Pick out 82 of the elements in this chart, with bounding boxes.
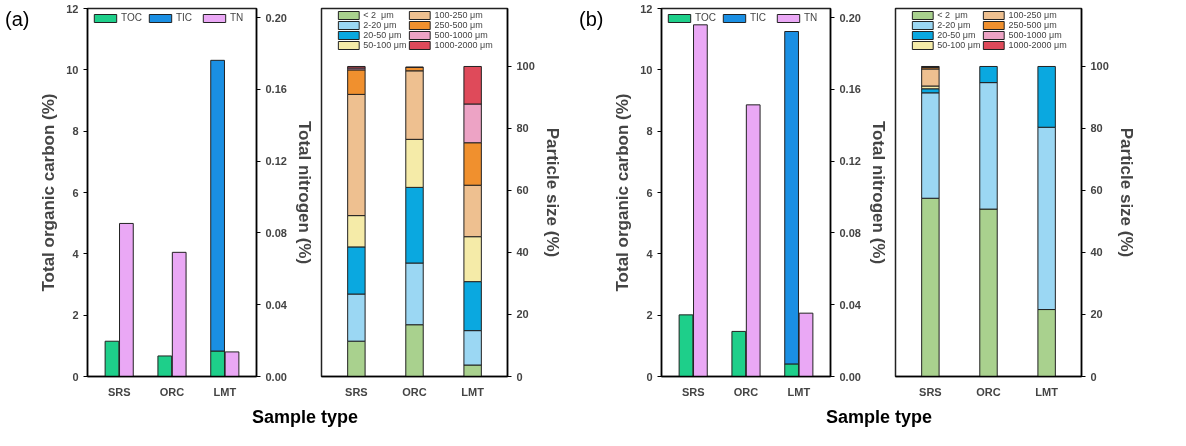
legend-label: TOC xyxy=(121,12,142,23)
y-tick-label: 40 xyxy=(1090,246,1103,259)
y2-tick-label: 0.12 xyxy=(839,155,861,168)
y-tick-label: 20 xyxy=(516,308,529,321)
x-tick-label: LMT xyxy=(213,385,237,398)
y2-tick-label: 0.16 xyxy=(839,83,861,96)
y2-axis-title: Total nitrogen (%) xyxy=(294,120,314,265)
y-tick-label: 40 xyxy=(516,246,529,259)
y-tick-label: 2 xyxy=(646,309,653,322)
x-tick-label: SRS xyxy=(919,385,942,398)
legend-label: TIC xyxy=(749,12,768,23)
y2-tick-label: 0.12 xyxy=(265,155,287,168)
legend-label: 500-1000 μm xyxy=(434,30,488,40)
legend-label: 1000-2000 μm xyxy=(1008,40,1067,50)
y2-tick-label: 0.04 xyxy=(839,298,862,311)
y2-tick-label: 0.20 xyxy=(265,11,287,24)
y2-tick-label: 0.16 xyxy=(265,83,287,96)
y2-tick-label: 0.04 xyxy=(265,298,288,311)
legend-label: 50-100 μm xyxy=(937,40,981,50)
legend-label: 250-500 μm xyxy=(434,20,483,30)
y-tick-label: 2 xyxy=(72,309,79,322)
y2-tick-label: 0.08 xyxy=(265,226,287,239)
legend-label: 100-250 μm xyxy=(434,10,483,20)
y-tick-label: 10 xyxy=(640,63,653,76)
y2-tick-label: 0.00 xyxy=(839,370,861,383)
y-tick-label: 4 xyxy=(646,247,654,260)
y-tick-label: 0 xyxy=(646,370,653,383)
y2-tick-label: 0.00 xyxy=(265,370,287,383)
x-tick-label: ORC xyxy=(733,385,759,398)
y-axis-title: Total organic carbon (%) xyxy=(39,93,59,292)
y-tick-label: 0 xyxy=(516,370,523,383)
text: (a) xyxy=(5,7,30,32)
text: (b) xyxy=(579,7,604,32)
legend-label: 2-20 μm xyxy=(937,20,971,30)
legend-label: TN xyxy=(229,12,245,23)
legend-label: 2-20 μm xyxy=(363,20,397,30)
y2-tick-label: 0.08 xyxy=(839,226,861,239)
y-tick-label: 8 xyxy=(72,125,79,138)
legend-label: TIC xyxy=(175,12,194,23)
x-tick-label: LMT xyxy=(1035,385,1059,398)
y-axis-title: Total organic carbon (%) xyxy=(613,93,633,292)
y2-tick-label: 0.20 xyxy=(839,11,861,24)
y-tick-label: 100 xyxy=(1090,60,1109,73)
legend-label: 20-50 μm xyxy=(937,30,976,40)
y-tick-label: 6 xyxy=(72,186,79,199)
legend-label: 500-1000 μm xyxy=(1008,30,1062,40)
y-axis-title: Particle size (%) xyxy=(542,127,562,258)
y-tick-label: 12 xyxy=(66,2,79,15)
legend-label: 20-50 μm xyxy=(363,30,402,40)
y-tick-label: 0 xyxy=(1090,370,1097,383)
legend-label: TN xyxy=(803,12,819,23)
legend-label: 250-500 μm xyxy=(1008,20,1057,30)
legend-label: TOC xyxy=(695,12,716,23)
x-tick-label: SRS xyxy=(345,385,368,398)
y-tick-label: 0 xyxy=(72,370,79,383)
x-axis-title: Sample type xyxy=(825,406,933,429)
legend-label: < 2 μm xyxy=(363,10,394,20)
y-axis-title: Particle size (%) xyxy=(1116,127,1136,258)
y-tick-label: 6 xyxy=(646,186,653,199)
y-tick-label: 8 xyxy=(646,125,653,138)
x-tick-label: SRS xyxy=(681,385,705,398)
legend-label: 1000-2000 μm xyxy=(434,40,493,50)
legend-label: < 2 μm xyxy=(937,10,968,20)
y-tick-label: 60 xyxy=(1090,184,1103,197)
legend-label: 100-250 μm xyxy=(1008,10,1057,20)
y2-axis-title: Total nitrogen (%) xyxy=(868,120,888,265)
x-tick-label: ORC xyxy=(976,385,1001,398)
x-tick-label: ORC xyxy=(159,385,185,398)
y-tick-label: 80 xyxy=(516,122,529,135)
x-tick-label: LMT xyxy=(787,385,811,398)
y-tick-label: 60 xyxy=(516,184,529,197)
y-tick-label: 80 xyxy=(1090,122,1103,135)
legend-label: 50-100 μm xyxy=(363,40,407,50)
y-tick-label: 10 xyxy=(66,63,79,76)
y-tick-label: 12 xyxy=(640,2,653,15)
y-tick-label: 20 xyxy=(1090,308,1103,321)
y-tick-label: 100 xyxy=(516,60,535,73)
x-tick-label: LMT xyxy=(461,385,485,398)
x-tick-label: ORC xyxy=(402,385,427,398)
y-tick-label: 4 xyxy=(72,247,80,260)
x-axis-title: Sample type xyxy=(251,406,359,429)
x-tick-label: SRS xyxy=(107,385,131,398)
